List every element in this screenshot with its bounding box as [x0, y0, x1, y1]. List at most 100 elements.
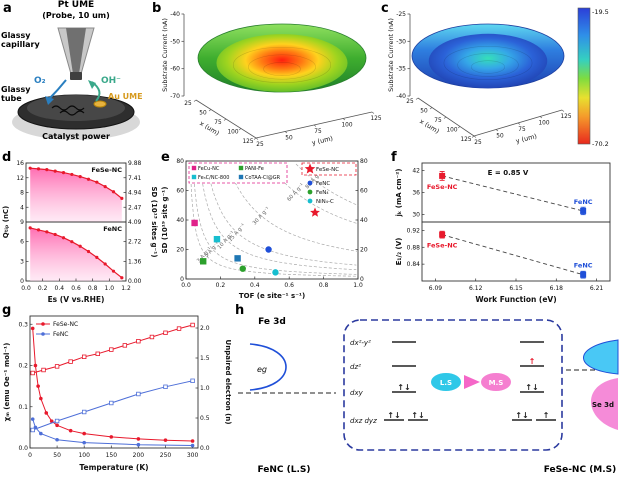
orbital-label-dx2y2: dx²-y² — [350, 339, 371, 347]
chart-text: 25 — [184, 101, 192, 107]
chart-circle — [78, 244, 82, 248]
chart-text: 50 — [420, 109, 428, 115]
chart-circle — [82, 440, 86, 445]
chart-text: 0.8 — [319, 282, 329, 289]
chart-text: 0.6 — [284, 282, 294, 289]
chart-circle — [30, 417, 35, 421]
chart-text: 1.0 — [105, 285, 115, 292]
chart-text: 1.0 — [200, 385, 210, 392]
chart-rect — [149, 334, 155, 340]
chart-path — [30, 227, 122, 281]
chart-rect — [234, 255, 241, 262]
chart-circle — [53, 232, 57, 237]
chart-circle — [86, 249, 91, 254]
chart-circle — [53, 169, 57, 173]
capillary-inner — [66, 28, 86, 74]
spin-transition-arrow — [464, 375, 480, 389]
probe-schematic-art — [12, 27, 140, 140]
chart-rect — [191, 219, 198, 227]
chart-path — [295, 163, 359, 206]
chart-circle — [61, 170, 66, 175]
chart-text: TOF (e site⁻¹ s⁻¹) — [239, 292, 305, 300]
ms-dz2-electron: ↑ — [529, 357, 536, 366]
chart-text: 0.1 — [18, 404, 28, 411]
chart-text: 60 — [176, 188, 184, 195]
au-ume-label: Au UME — [108, 92, 143, 101]
chart-circle — [36, 384, 40, 388]
fe3d-label: Fe 3d — [258, 317, 286, 327]
chart-ellipse — [232, 46, 332, 84]
chart-circle — [33, 363, 38, 368]
ms-dxz-electrons: ↑↓ — [515, 411, 528, 420]
chart-circle — [163, 438, 168, 442]
chart-text: 6.21 — [590, 285, 604, 292]
chart-text: 2.0 — [200, 325, 210, 332]
chart-text: -50 — [170, 38, 180, 45]
o2-arrowhead — [45, 96, 54, 105]
chart-text: FeCu-NC — [198, 166, 220, 172]
chart-circle — [55, 423, 59, 428]
chart-circle — [307, 180, 313, 186]
chart-text: 0.5 — [200, 415, 210, 422]
chart-text: 80 — [360, 158, 368, 165]
ms-dxy-electrons: ↑↓ — [525, 383, 538, 392]
chart-text: 300 — [187, 452, 199, 459]
panel-letter-g: g — [2, 303, 12, 318]
chart-text: 0 — [360, 276, 364, 283]
chart-text: 0.8 — [88, 285, 98, 292]
fe3d-dos-lobe — [249, 343, 287, 391]
chart-text: 0.0 — [21, 285, 31, 292]
chart-text: 200 — [133, 452, 145, 459]
colorbar: -19.5 -70.2 — [577, 7, 609, 148]
chart-line — [457, 126, 461, 129]
colorbar-max-label: -19.5 — [592, 8, 609, 16]
chart-rect — [191, 165, 197, 171]
chart-circle — [28, 226, 32, 230]
chart-line — [471, 135, 475, 138]
chart-text: 4.94 — [128, 190, 142, 197]
chart-circle — [44, 411, 49, 415]
chart-circle — [68, 428, 73, 433]
panel-f-workfunction-plot: 42 36 30 FeSe-NC FeNC jₖ (mA cm⁻²) 0.92 0.88 0.8… — [395, 162, 611, 304]
chart-circle — [111, 269, 116, 273]
chart-text: 1.0 — [353, 282, 363, 289]
chart-circle — [41, 322, 45, 326]
chart-rect — [68, 359, 73, 364]
chart-line — [429, 107, 433, 110]
orbital-label-dxzdyz: dxz dyz — [350, 417, 377, 425]
chart-text: 50 — [53, 452, 61, 459]
chart-text: 75 — [314, 129, 322, 135]
chart-circle — [136, 437, 141, 441]
chart-ellipse — [428, 33, 548, 89]
chart-text: 2.47 — [128, 204, 142, 211]
chart-circle — [136, 442, 141, 447]
chart-text: 0.00 — [128, 278, 142, 285]
chart-text: 75 — [214, 120, 222, 126]
chart-circle — [36, 167, 41, 171]
chart-text: Temperature (K) — [79, 463, 148, 472]
chart-text: -25 — [396, 11, 406, 18]
chart-line — [561, 109, 565, 112]
chart-circle — [120, 196, 124, 200]
chart-text: 60 A g⁻¹ — [286, 182, 306, 203]
chart-rect — [190, 322, 195, 328]
chart-text: 1.36 — [128, 258, 142, 265]
panel-letter-c: c — [381, 1, 389, 16]
chart-text: FeN₄ — [316, 190, 329, 196]
chart-text: 4.09 — [128, 219, 142, 226]
chart-text: FeNC — [103, 225, 122, 233]
chart-rect — [136, 391, 141, 397]
ms-badge-text: M.S — [489, 379, 504, 387]
chart-text: 8 — [20, 190, 24, 197]
chart-text: SD (10¹³ sites g⁻¹) — [150, 186, 158, 257]
chart-text: 0 — [20, 278, 24, 285]
chart-text: FeSe-NC — [427, 183, 458, 191]
chart-line — [371, 111, 375, 114]
chart-text: 12 — [16, 175, 24, 182]
chart-circle — [45, 168, 49, 172]
chart-text: 42 — [412, 167, 420, 174]
chart-text: E = 0.85 V — [488, 169, 529, 177]
chart-text: 100 — [78, 452, 90, 459]
chart-text: 4 — [20, 204, 24, 211]
